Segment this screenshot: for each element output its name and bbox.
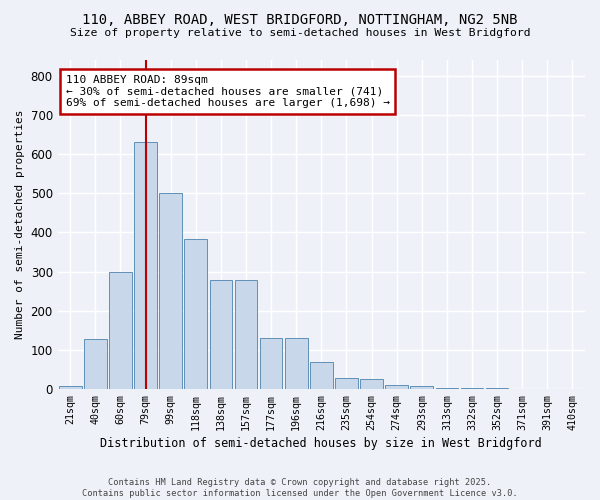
Text: Contains HM Land Registry data © Crown copyright and database right 2025.
Contai: Contains HM Land Registry data © Crown c… (82, 478, 518, 498)
Bar (461, 388, 484, 389)
Bar (335, 378, 358, 389)
Bar (235, 280, 257, 389)
Text: Size of property relative to semi-detached houses in West Bridgford: Size of property relative to semi-detach… (70, 28, 530, 38)
Bar (310, 362, 332, 389)
Text: 110 ABBEY ROAD: 89sqm
← 30% of semi-detached houses are smaller (741)
69% of sem: 110 ABBEY ROAD: 89sqm ← 30% of semi-deta… (65, 75, 389, 108)
Bar (385, 385, 408, 389)
Bar (84, 339, 107, 389)
Bar (486, 388, 508, 389)
Y-axis label: Number of semi-detached properties: Number of semi-detached properties (15, 110, 25, 340)
Bar (410, 386, 433, 389)
Bar (360, 380, 383, 389)
Bar (209, 280, 232, 389)
Bar (260, 338, 283, 389)
Bar (109, 272, 132, 389)
Bar (285, 338, 308, 389)
Bar (134, 142, 157, 389)
Bar (160, 193, 182, 389)
Bar (436, 388, 458, 389)
Text: 110, ABBEY ROAD, WEST BRIDGFORD, NOTTINGHAM, NG2 5NB: 110, ABBEY ROAD, WEST BRIDGFORD, NOTTING… (82, 12, 518, 26)
Bar (184, 239, 207, 389)
Bar (59, 386, 82, 389)
X-axis label: Distribution of semi-detached houses by size in West Bridgford: Distribution of semi-detached houses by … (100, 437, 542, 450)
